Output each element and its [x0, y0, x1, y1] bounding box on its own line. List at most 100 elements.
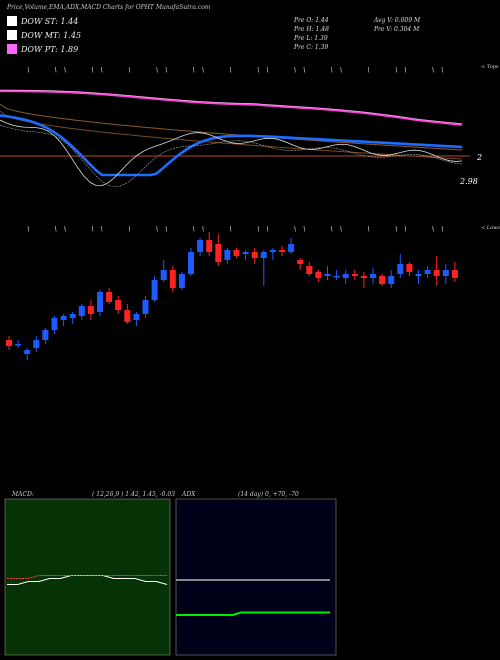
marker-glyph: \	[368, 67, 370, 74]
candle-body	[406, 264, 413, 272]
marker-glyph: \	[331, 226, 333, 233]
page-title: Price,Volume,EMA,ADX,MACD Charts for OPH…	[7, 4, 211, 11]
candle-body	[133, 314, 140, 320]
marker-glyph: \	[441, 226, 443, 233]
marker-glyph: \	[92, 67, 94, 74]
candle-body	[379, 276, 386, 284]
candle-body	[142, 300, 149, 314]
ema-pink-edge	[0, 89, 463, 124]
marker-glyph: \	[27, 67, 29, 74]
marker-glyph: \	[368, 226, 370, 233]
candle-body	[260, 252, 267, 258]
candle-body	[151, 280, 158, 300]
marker-glyph: \	[432, 67, 434, 74]
info-open: Pre O: 1.44	[294, 17, 329, 24]
adx-background	[175, 498, 337, 656]
candle-body	[424, 270, 431, 274]
candle-body	[388, 276, 395, 284]
candle-body	[188, 252, 194, 274]
marker-glyph: \	[156, 67, 158, 74]
lows-label: < Lows	[481, 225, 500, 231]
marker-glyph: \	[193, 226, 195, 233]
candle-body	[78, 306, 85, 316]
candle-body	[15, 344, 22, 346]
candle-body	[451, 270, 458, 278]
info-low: Pre L: 1.39	[294, 35, 328, 42]
candle-body	[370, 274, 376, 278]
candle-body	[97, 292, 103, 312]
ema-white-line-2	[0, 124, 463, 188]
macd-label: MACD:	[12, 491, 34, 498]
candle-body	[215, 244, 222, 262]
candle-body	[224, 250, 231, 260]
candle-body	[169, 270, 176, 288]
marker-glyph: \	[257, 67, 259, 74]
marker-glyph: \	[303, 226, 305, 233]
adx-line	[176, 611, 330, 616]
marker-glyph: \	[331, 67, 333, 74]
marker-glyph: \	[128, 226, 130, 233]
candle-body	[297, 260, 304, 264]
candle-body	[6, 340, 12, 346]
lows-markers: \ \ \ \ \ \ \ \ \ \ \ \ \ \ \ \ \ \ \ \ \ \	[27, 226, 443, 233]
candle-body	[324, 274, 331, 276]
marker-glyph: \	[230, 226, 232, 233]
info-close: Pre C: 1.39	[294, 44, 329, 51]
marker-glyph: \	[101, 226, 103, 233]
tops-label: < Tops	[481, 64, 499, 70]
legend-label-pt: DOW PT: 1.89	[21, 45, 79, 54]
candle-body	[42, 330, 49, 340]
candle-body	[288, 244, 295, 252]
candle-body	[351, 274, 358, 276]
info-avg-volume: Avg V: 0.009 M	[374, 17, 421, 24]
ema-pink-line	[0, 89, 463, 126]
candle-body	[115, 300, 122, 310]
marker-glyph: \	[55, 226, 57, 233]
ema-value-label: 2	[477, 153, 483, 162]
marker-glyph: \	[64, 226, 66, 233]
price-value-label: 2.98	[460, 177, 478, 186]
marker-glyph: \	[441, 67, 443, 74]
ema-white-line	[0, 119, 463, 187]
candle-body	[269, 250, 276, 252]
marker-glyph: \	[27, 226, 29, 233]
price-chart: \ \ \ \ \ \ \ \ \ \ \ \ \ \ \ \ \ \ \ \ \ \ \ \ \ \ \ \ \ \ \ \ \ \ \ \ \ \ \…	[0, 67, 470, 360]
marker-glyph: \	[395, 67, 397, 74]
candle-body	[87, 306, 94, 314]
candle-body	[106, 292, 113, 302]
marker-glyph: \	[404, 67, 406, 74]
candle-body	[315, 272, 322, 278]
legend-label-mt: DOW MT: 1.45	[21, 31, 82, 40]
candle-body	[33, 340, 40, 348]
marker-glyph: \	[257, 226, 259, 233]
candle-body	[197, 240, 204, 252]
candle-body	[397, 264, 404, 274]
candle-body	[69, 314, 76, 318]
legend-swatch-mt	[7, 30, 17, 40]
marker-glyph: \	[303, 67, 305, 74]
marker-glyph: \	[266, 226, 268, 233]
adx-params: (14 day) 0, +70, -70	[238, 491, 299, 498]
candle-body	[51, 318, 58, 330]
candle-body	[60, 316, 67, 320]
marker-glyph: \	[64, 67, 66, 74]
ema-brown-line-1	[0, 103, 463, 151]
candle-body	[178, 274, 185, 288]
legend-dow-st: DOW ST: 1.44	[7, 16, 78, 26]
candle-body	[242, 252, 249, 254]
marker-glyph: \	[202, 226, 204, 233]
macd-params: ( 12,26,9 ) 1.42, 1.45, -0.03	[92, 491, 176, 498]
marker-glyph: \	[128, 67, 130, 74]
legend-swatch-pt	[7, 44, 17, 54]
marker-glyph: \	[432, 226, 434, 233]
candle-body	[206, 240, 213, 252]
macd-signal-line	[7, 575, 167, 579]
candle-body	[442, 270, 449, 276]
marker-glyph: \	[395, 226, 397, 233]
candle-body	[415, 274, 422, 276]
candle-body	[360, 276, 367, 278]
ema-brown-line-2	[0, 110, 463, 160]
legend-swatch-st	[7, 16, 17, 26]
legend-dow-mt: DOW MT: 1.45	[7, 30, 81, 40]
marker-glyph: \	[92, 226, 94, 233]
